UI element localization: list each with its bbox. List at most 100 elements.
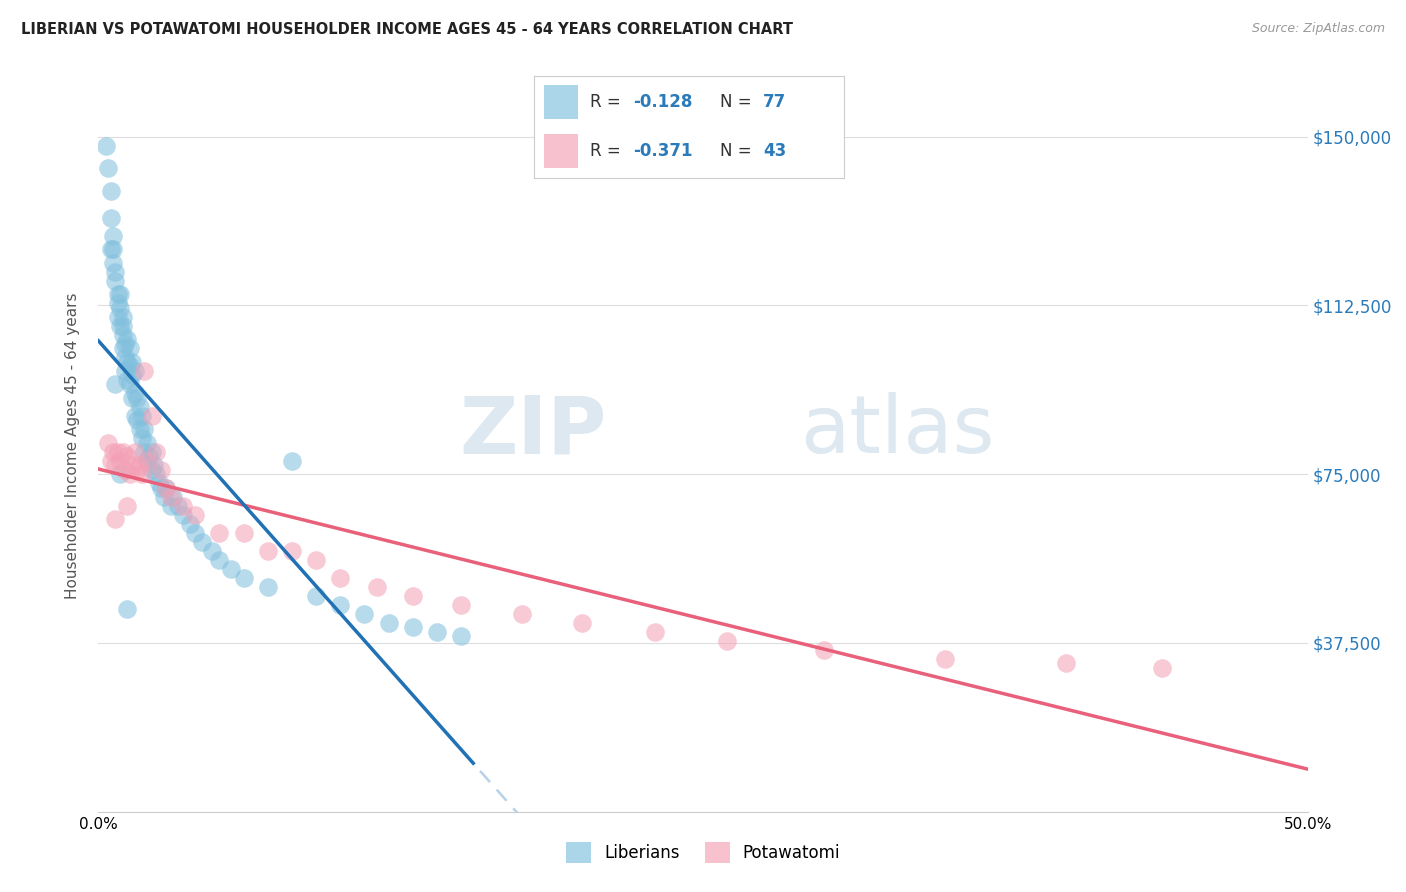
Point	[134, 444, 156, 458]
FancyBboxPatch shape	[544, 135, 578, 168]
Text: Source: ZipAtlas.com: Source: ZipAtlas.com	[1251, 22, 1385, 36]
Point	[934, 651, 956, 665]
Point	[111, 327, 134, 342]
Legend: Liberians, Potawatomi: Liberians, Potawatomi	[560, 836, 846, 869]
Point	[135, 453, 157, 467]
Point	[131, 409, 153, 423]
Point	[281, 453, 304, 467]
Point	[111, 341, 134, 355]
Point	[644, 624, 666, 639]
Point	[114, 363, 136, 377]
Point	[101, 255, 124, 269]
Point	[108, 453, 131, 467]
Point	[118, 377, 141, 392]
Point	[104, 377, 127, 392]
Point	[571, 615, 593, 630]
Point	[124, 386, 146, 401]
Point	[510, 607, 533, 621]
Point	[107, 296, 129, 310]
Point	[184, 525, 207, 540]
Point	[124, 363, 146, 377]
Point	[128, 458, 150, 472]
Text: 43: 43	[763, 142, 786, 161]
Text: R =: R =	[591, 93, 626, 111]
Point	[179, 516, 201, 531]
Point	[107, 287, 129, 301]
Point	[114, 350, 136, 364]
Point	[111, 444, 134, 458]
Point	[121, 368, 143, 383]
Point	[256, 580, 278, 594]
Point	[118, 359, 141, 373]
Point	[131, 431, 153, 445]
Point	[145, 467, 167, 482]
FancyBboxPatch shape	[544, 85, 578, 119]
Point	[191, 534, 214, 549]
Point	[118, 341, 141, 355]
Point	[117, 602, 139, 616]
Point	[1054, 656, 1077, 670]
Point	[117, 449, 139, 463]
Point	[127, 462, 149, 476]
Point	[104, 264, 127, 278]
Point	[117, 332, 139, 346]
Point	[150, 481, 173, 495]
Point	[124, 444, 146, 458]
Point	[135, 435, 157, 450]
Point	[716, 633, 738, 648]
Point	[155, 481, 177, 495]
Point	[121, 354, 143, 368]
Point	[107, 444, 129, 458]
Text: N =: N =	[720, 142, 756, 161]
Point	[256, 543, 278, 558]
Text: LIBERIAN VS POTAWATOMI HOUSEHOLDER INCOME AGES 45 - 64 YEARS CORRELATION CHART: LIBERIAN VS POTAWATOMI HOUSEHOLDER INCOM…	[21, 22, 793, 37]
Point	[101, 444, 124, 458]
Point	[184, 508, 207, 522]
Point	[108, 287, 131, 301]
Text: R =: R =	[591, 142, 626, 161]
Point	[160, 490, 183, 504]
Point	[141, 409, 163, 423]
Point	[97, 435, 120, 450]
Point	[402, 589, 425, 603]
Point	[145, 444, 167, 458]
Point	[124, 409, 146, 423]
Point	[329, 598, 352, 612]
Point	[108, 301, 131, 315]
Point	[121, 458, 143, 472]
Point	[152, 490, 174, 504]
Point	[127, 391, 149, 405]
Point	[127, 413, 149, 427]
Point	[450, 598, 472, 612]
Point	[402, 620, 425, 634]
Point	[107, 310, 129, 324]
Text: -0.128: -0.128	[633, 93, 693, 111]
Point	[148, 476, 170, 491]
Point	[108, 318, 131, 333]
Point	[281, 543, 304, 558]
Text: 77: 77	[763, 93, 786, 111]
Point	[366, 580, 388, 594]
Point	[232, 525, 254, 540]
Point	[143, 458, 166, 472]
Point	[221, 562, 243, 576]
Point	[104, 274, 127, 288]
Point	[104, 512, 127, 526]
Point	[128, 422, 150, 436]
Point	[232, 571, 254, 585]
Point	[150, 462, 173, 476]
Point	[121, 391, 143, 405]
Point	[134, 363, 156, 377]
Point	[141, 444, 163, 458]
Point	[201, 543, 224, 558]
Point	[100, 242, 122, 256]
Point	[172, 508, 194, 522]
Point	[162, 490, 184, 504]
Point	[114, 462, 136, 476]
Point	[208, 552, 231, 566]
Point	[160, 499, 183, 513]
Point	[101, 228, 124, 243]
Point	[117, 354, 139, 368]
Point	[813, 642, 835, 657]
Point	[141, 462, 163, 476]
